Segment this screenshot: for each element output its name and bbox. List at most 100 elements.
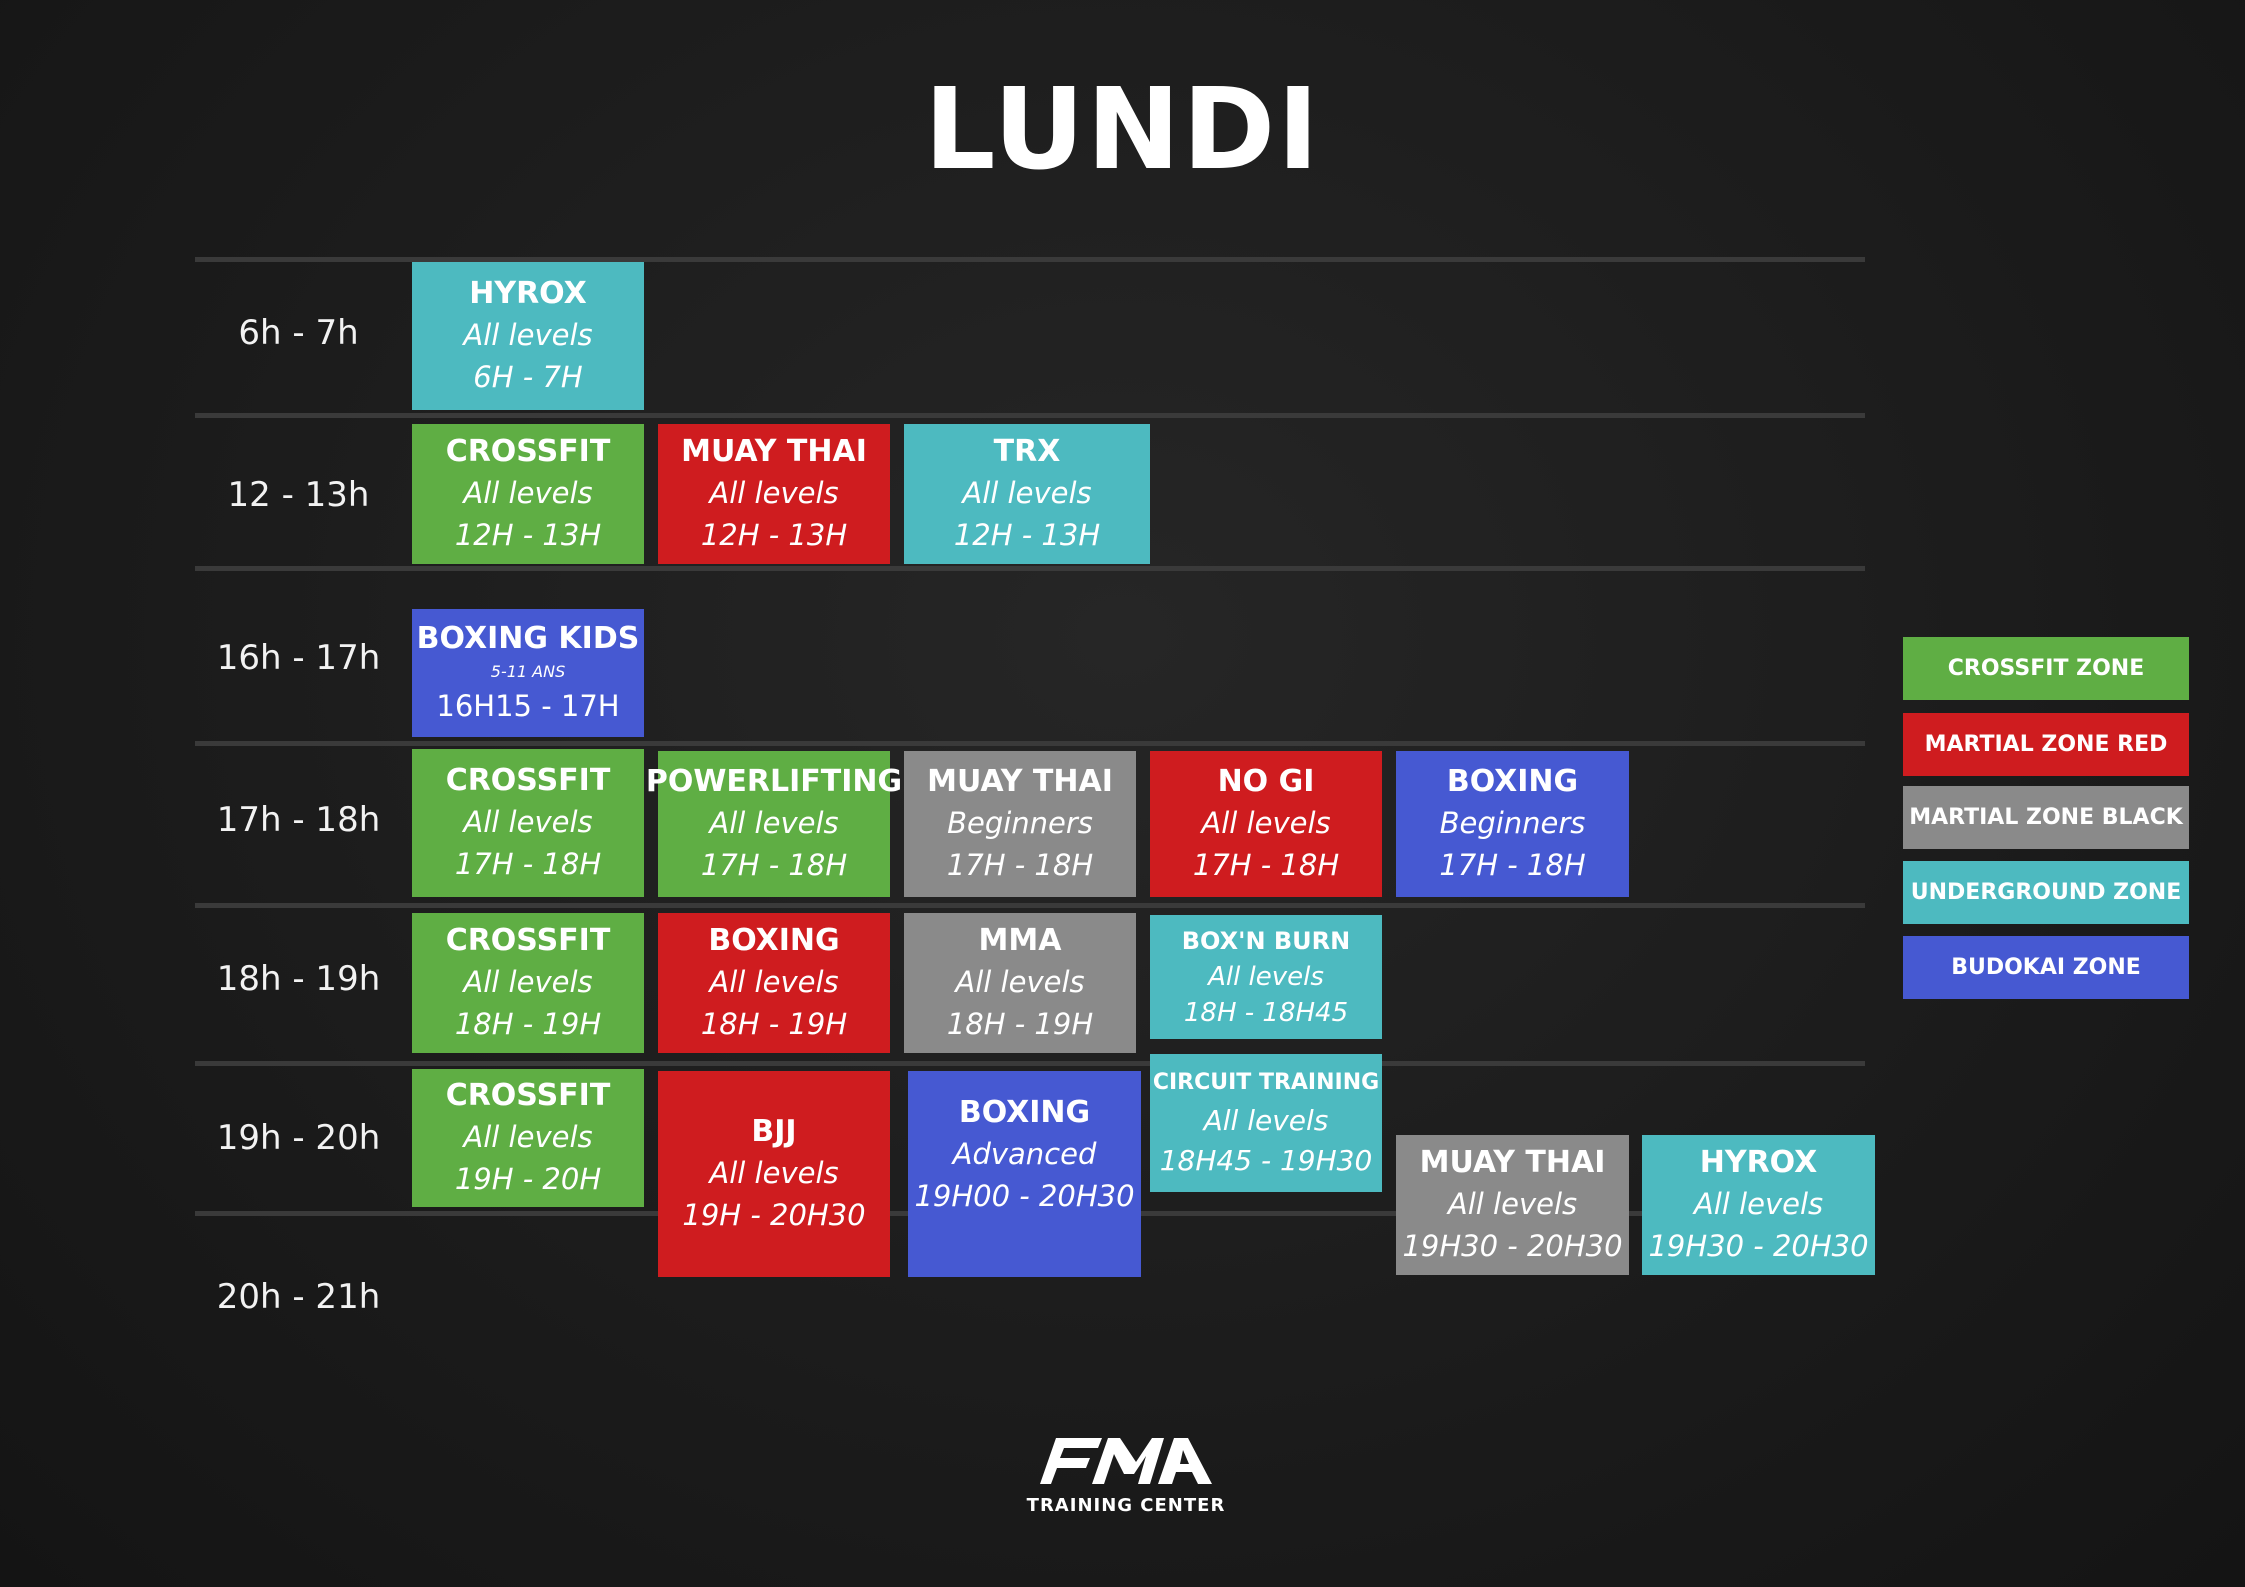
class-block-boxing-kids[interactable]: BOXING KIDS 5-11 ANS 16H15 - 17H (412, 609, 644, 737)
class-time: 18H45 - 19H30 (1159, 1144, 1373, 1177)
class-name: POWERLIFTING (645, 764, 903, 799)
class-level: All levels (1203, 1104, 1329, 1137)
class-level: All levels (1447, 1187, 1578, 1221)
class-level: All levels (1208, 962, 1324, 992)
class-block-boxing-advanced-19h[interactable]: BOXING Advanced 19H00 - 20H30 (908, 1071, 1141, 1277)
class-name: CROSSFIT (445, 1078, 611, 1113)
class-name: BOXING KIDS (416, 621, 640, 656)
time-slot-label: 16h - 17h (216, 638, 381, 678)
grid-divider (195, 903, 1865, 908)
class-level: All levels (709, 965, 839, 999)
class-level: All levels (1693, 1187, 1824, 1221)
class-name: MMA (978, 923, 1062, 958)
class-age-range: 5-11 ANS (490, 662, 566, 681)
class-level: All levels (463, 318, 593, 352)
class-name: CROSSFIT (445, 763, 611, 798)
class-name: MUAY THAI (681, 434, 867, 469)
class-level: All levels (463, 476, 593, 510)
class-level: All levels (463, 965, 593, 999)
time-slot-label: 18h - 19h (216, 959, 381, 999)
class-block-no-gi-17h[interactable]: NO GI All levels 17H - 18H (1150, 751, 1382, 897)
class-block-boxing-18h[interactable]: BOXING All levels 18H - 19H (658, 913, 890, 1053)
legend-martial-zone-black: MARTIAL ZONE BLACK (1903, 786, 2189, 849)
class-block-crossfit-19h[interactable]: CROSSFIT All levels 19H - 20H (412, 1069, 644, 1207)
class-level: Beginners (1439, 806, 1586, 840)
class-name: CROSSFIT (445, 434, 611, 469)
time-slot-label: 17h - 18h (216, 800, 381, 840)
class-block-powerlifting-17h[interactable]: POWERLIFTING All levels 17H - 18H (646, 751, 902, 897)
class-level: All levels (463, 1120, 593, 1154)
class-time: 17H - 18H (454, 847, 602, 881)
class-level: Advanced (952, 1137, 1097, 1171)
class-time: 19H00 - 20H30 (914, 1179, 1135, 1213)
class-time: 6H - 7H (473, 360, 583, 394)
class-level: All levels (1201, 806, 1331, 840)
class-time: 12H - 13H (700, 518, 848, 552)
class-time: 19H - 20H (454, 1162, 602, 1196)
class-level: All levels (709, 806, 839, 840)
grid-divider (195, 1061, 1865, 1066)
time-slot-label: 12 - 13h (227, 475, 370, 515)
class-name: HYROX (469, 276, 587, 311)
class-name: MUAY THAI (927, 764, 1113, 799)
class-time: 18H - 18H45 (1183, 998, 1349, 1028)
brand-logo: TRAINING CENTER (1020, 1432, 1232, 1516)
class-block-muay-thai-1930[interactable]: MUAY THAI All levels 19H30 - 20H30 (1396, 1135, 1629, 1275)
class-time: 16H15 - 17H (436, 689, 620, 723)
class-time: 17H - 18H (700, 848, 848, 882)
class-block-crossfit-17h[interactable]: CROSSFIT All levels 17H - 18H (412, 749, 644, 897)
class-time: 19H30 - 20H30 (1402, 1229, 1623, 1263)
grid-divider (195, 413, 1865, 418)
legend-budokai-zone: BUDOKAI ZONE (1903, 936, 2189, 999)
class-block-boxing-17h[interactable]: BOXING Beginners 17H - 18H (1396, 751, 1629, 897)
class-level: Beginners (947, 806, 1093, 840)
class-name: CROSSFIT (445, 923, 611, 958)
class-time: 17H - 18H (1439, 848, 1586, 882)
class-level: All levels (709, 1156, 839, 1190)
class-block-muay-thai-17h[interactable]: MUAY THAI Beginners 17H - 18H (904, 751, 1136, 897)
class-level: All levels (709, 476, 839, 510)
class-name: TRX (993, 434, 1061, 469)
class-level: All levels (962, 476, 1092, 510)
class-block-mma-18h[interactable]: MMA All levels 18H - 19H (904, 913, 1136, 1053)
time-slot-label: 19h - 20h (216, 1118, 381, 1158)
class-block-hyrox-morning[interactable]: HYROX All levels 6H - 7H (412, 262, 644, 410)
class-level: All levels (955, 965, 1085, 999)
class-block-muay-thai-noon[interactable]: MUAY THAI All levels 12H - 13H (658, 424, 890, 564)
class-time: 12H - 13H (454, 518, 602, 552)
class-name: MUAY THAI (1419, 1145, 1606, 1180)
class-block-box-n-burn-18h[interactable]: BOX'N BURN All levels 18H - 18H45 (1150, 915, 1382, 1039)
class-name: BOXING (1446, 764, 1579, 799)
legend-crossfit-zone: CROSSFIT ZONE (1903, 637, 2189, 700)
time-slot-label: 20h - 21h (216, 1277, 381, 1317)
class-block-crossfit-noon[interactable]: CROSSFIT All levels 12H - 13H (412, 424, 644, 564)
class-time: 19H30 - 20H30 (1648, 1229, 1869, 1263)
class-block-circuit-training[interactable]: CIRCUIT TRAINING All levels 18H45 - 19H3… (1150, 1054, 1382, 1192)
class-time: 18H - 19H (946, 1007, 1094, 1041)
class-name: HYROX (1699, 1145, 1818, 1180)
fma-logo-mark (1040, 1438, 1212, 1484)
grid-divider (195, 566, 1865, 571)
class-time: 17H - 18H (1192, 848, 1340, 882)
class-block-crossfit-18h[interactable]: CROSSFIT All levels 18H - 19H (412, 913, 644, 1053)
class-name: BOXING (708, 923, 840, 958)
class-time: 19H - 20H30 (682, 1198, 866, 1232)
time-slot-label: 6h - 7h (238, 313, 359, 353)
class-name: BOX'N BURN (1181, 927, 1351, 955)
class-name: BOXING (958, 1095, 1091, 1130)
grid-divider (195, 257, 1865, 262)
class-time: 17H - 18H (946, 848, 1094, 882)
legend-martial-zone-red: MARTIAL ZONE RED (1903, 713, 2189, 776)
class-name: CIRCUIT TRAINING (1152, 1070, 1380, 1095)
class-time: 18H - 19H (700, 1007, 848, 1041)
class-block-hyrox-1930[interactable]: HYROX All levels 19H30 - 20H30 (1642, 1135, 1875, 1275)
logo-subtitle: TRAINING CENTER (1026, 1495, 1226, 1516)
class-time: 18H - 19H (454, 1007, 602, 1041)
class-name: NO GI (1217, 764, 1315, 799)
class-name: BJJ (751, 1114, 797, 1149)
class-block-bjj-19h[interactable]: BJJ All levels 19H - 20H30 (658, 1071, 890, 1277)
class-level: All levels (463, 805, 593, 839)
page-title: LUNDI (924, 65, 1321, 195)
class-time: 12H - 13H (953, 518, 1101, 552)
class-block-trx-noon[interactable]: TRX All levels 12H - 13H (904, 424, 1150, 564)
